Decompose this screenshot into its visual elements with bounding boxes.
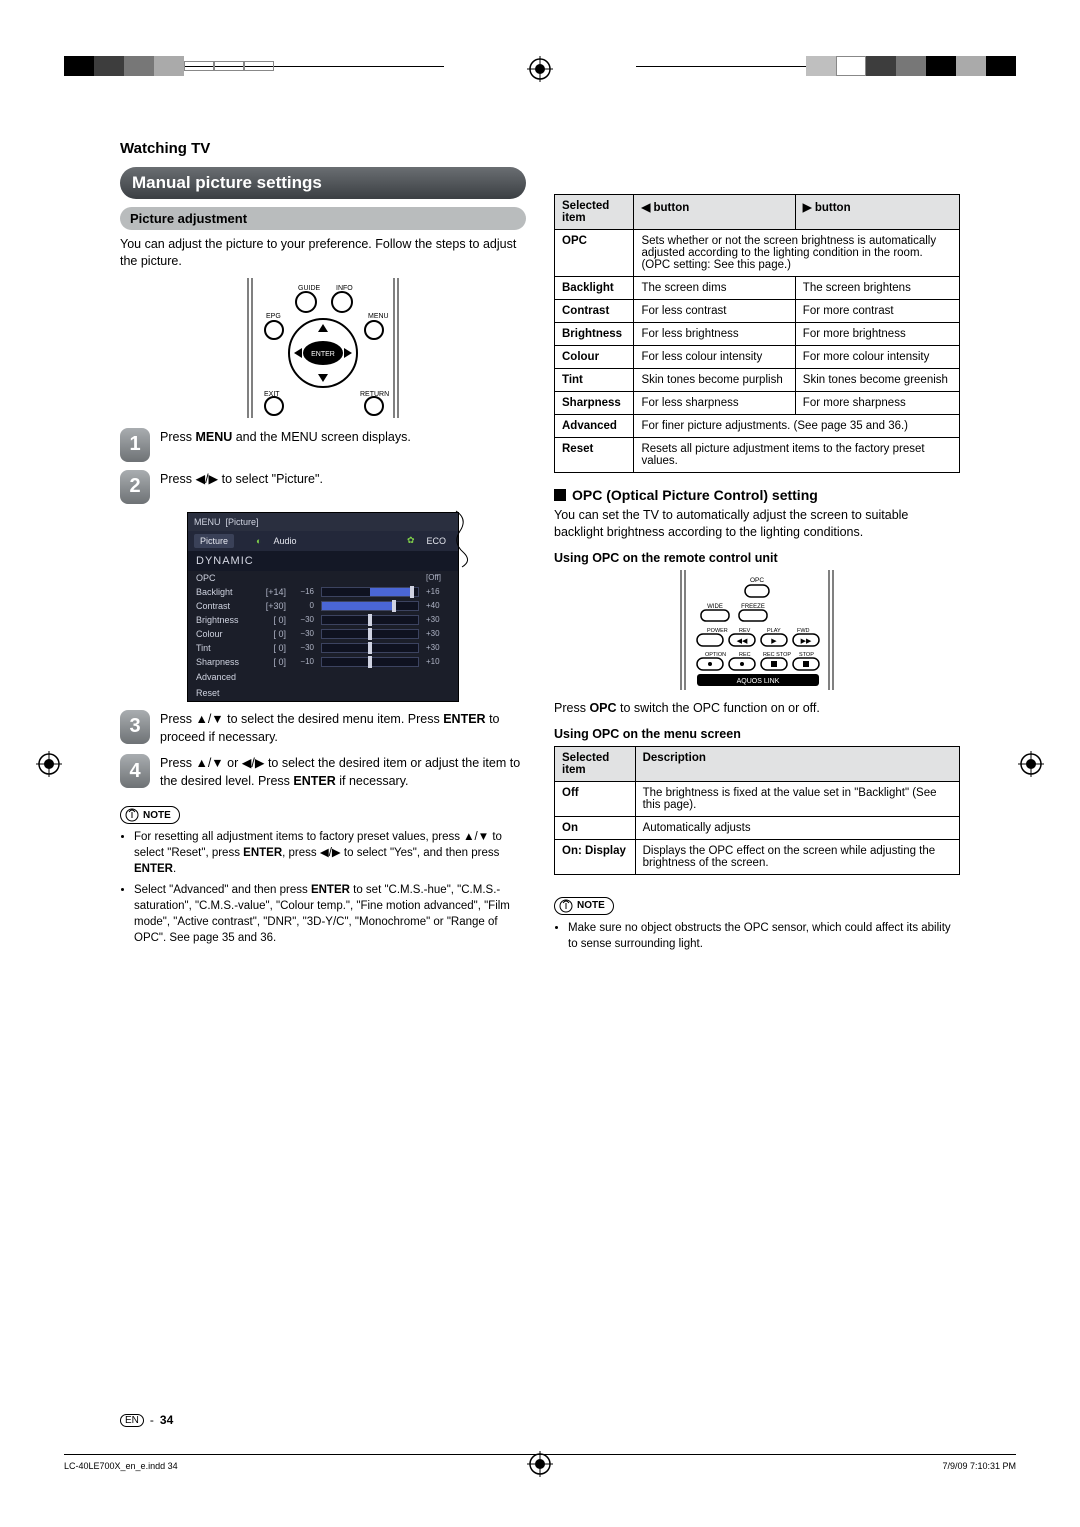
svg-text:WIDE: WIDE	[707, 604, 723, 610]
svg-text:FREEZE: FREEZE	[741, 604, 765, 610]
svg-text:OPTION: OPTION	[705, 652, 726, 658]
registration-mark-icon	[527, 56, 553, 82]
step-text: Press MENU and the MENU screen displays.	[160, 428, 411, 462]
svg-text:▶: ▶	[771, 638, 777, 645]
svg-text:INFO: INFO	[336, 285, 353, 292]
osd-row: Brightness[ 0]−30+30	[188, 613, 458, 627]
note-icon	[125, 808, 139, 822]
step-4: 4 Press ▲/▼ or ◀/▶ to select the desired…	[120, 754, 526, 790]
remote-opc-figure: OPC WIDE FREEZE POWER REV PLAY FWD ◀◀ ▶ …	[554, 570, 960, 690]
step-2: 2 Press ◀/▶ to select "Picture".	[120, 470, 526, 504]
step-number: 4	[120, 754, 150, 788]
osd-breadcrumb: [Picture]	[226, 517, 259, 527]
note-item: Make sure no object obstructs the OPC se…	[568, 920, 960, 952]
osd-item-reset: Reset	[188, 685, 458, 701]
step-1: 1 Press MENU and the MENU screen display…	[120, 428, 526, 462]
note-label: NOTE	[577, 900, 605, 911]
osd-row: Tint[ 0]−30+30	[188, 641, 458, 655]
note-list: Make sure no object obstructs the OPC se…	[554, 920, 960, 952]
osd-item-advanced: Advanced	[188, 669, 458, 685]
lang-badge: EN	[120, 1414, 144, 1427]
page-dash: -	[150, 1413, 154, 1427]
page-title: Manual picture settings	[120, 167, 526, 199]
opc-heading-text: OPC (Optical Picture Control) setting	[572, 487, 818, 503]
osd-row: Backlight[+14]−16+16	[188, 585, 458, 599]
indd-filename: LC-40LE700X_en_e.indd 34	[64, 1461, 178, 1471]
print-meta-bar: LC-40LE700X_en_e.indd 34 7/9/09 7:10:31 …	[64, 1454, 1016, 1471]
osd-row: Sharpness[ 0]−10+10	[188, 655, 458, 669]
osd-row: Contrast[+30]0+40	[188, 599, 458, 613]
svg-text:AQUOS LINK: AQUOS LINK	[737, 678, 780, 685]
note-item: Select "Advanced" and then press ENTER t…	[134, 882, 526, 946]
remote-dpad-figure: GUIDE INFO EPG MENU ENTER EXIT	[120, 278, 526, 418]
right-column: Selected item◀ button▶ buttonOPCSets whe…	[554, 140, 960, 956]
opc-body: You can set the TV to automatically adju…	[554, 507, 960, 541]
intro-text: You can adjust the picture to your prefe…	[120, 236, 526, 270]
osd-tab-picture: Picture	[194, 534, 234, 548]
opc-press-text: Press OPC to switch the OPC function on …	[554, 700, 960, 717]
step-number: 1	[120, 428, 150, 462]
svg-text:STOP: STOP	[799, 652, 814, 658]
osd-row: OPC[Off]	[188, 571, 458, 585]
note-list: For resetting all adjustment items to fa…	[120, 829, 526, 946]
opc-menu-heading: Using OPC on the menu screen	[554, 727, 960, 741]
left-column: Watching TV Manual picture settings Pict…	[120, 140, 526, 956]
step-3: 3 Press ▲/▼ to select the desired menu i…	[120, 710, 526, 746]
step-text: Press ▲/▼ or ◀/▶ to select the desired i…	[160, 754, 526, 790]
osd-row: Colour[ 0]−30+30	[188, 627, 458, 641]
step-text: Press ▲/▼ to select the desired menu ite…	[160, 710, 526, 746]
page-curl-icon	[454, 509, 472, 569]
svg-text:MENU: MENU	[368, 313, 389, 320]
osd-av-mode: DYNAMIC	[188, 551, 458, 571]
svg-text:EPG: EPG	[266, 313, 281, 320]
section-heading: Picture adjustment	[120, 207, 526, 230]
osd-picture-menu: MENU [Picture] Picture ◐ Audio ✿ ECO DYN…	[187, 512, 459, 702]
page-number: 34	[160, 1413, 173, 1427]
osd-tab-audio: Audio	[267, 534, 302, 548]
step-text: Press ◀/▶ to select "Picture".	[160, 470, 323, 504]
note-label: NOTE	[143, 810, 171, 821]
adjustment-table: Selected item◀ button▶ buttonOPCSets whe…	[554, 194, 960, 473]
note-icon	[559, 899, 573, 913]
svg-text:OPC: OPC	[750, 577, 764, 584]
osd-menu-label: MENU	[194, 517, 221, 527]
svg-text:POWER: POWER	[707, 628, 728, 634]
registration-mark-icon	[1018, 751, 1044, 777]
registration-mark-icon	[36, 751, 62, 777]
opc-heading: OPC (Optical Picture Control) setting	[554, 487, 960, 503]
note-item: For resetting all adjustment items to fa…	[134, 829, 526, 877]
svg-text:FWD: FWD	[797, 628, 810, 634]
print-registration-bar	[0, 56, 1080, 84]
svg-text:REV: REV	[739, 628, 751, 634]
step-number: 2	[120, 470, 150, 504]
opc-remote-heading: Using OPC on the remote control unit	[554, 551, 960, 565]
opc-menu-table: Selected itemDescriptionOffThe brightnes…	[554, 746, 960, 875]
note-tag: NOTE	[554, 897, 614, 915]
osd-tab-eco: ECO	[420, 534, 452, 548]
svg-text:REC STOP: REC STOP	[763, 652, 791, 658]
note-tag: NOTE	[120, 806, 180, 824]
page-footer: EN - 34	[120, 1413, 960, 1427]
svg-text:GUIDE: GUIDE	[298, 285, 321, 292]
svg-text:◀◀: ◀◀	[737, 638, 748, 645]
svg-text:ENTER: ENTER	[311, 351, 335, 358]
svg-text:PLAY: PLAY	[767, 628, 781, 634]
breadcrumb: Watching TV	[120, 140, 526, 157]
step-number: 3	[120, 710, 150, 744]
svg-text:REC: REC	[739, 652, 751, 658]
indd-timestamp: 7/9/09 7:10:31 PM	[942, 1461, 1016, 1471]
square-bullet-icon	[554, 489, 566, 501]
svg-text:▶▶: ▶▶	[801, 638, 812, 645]
